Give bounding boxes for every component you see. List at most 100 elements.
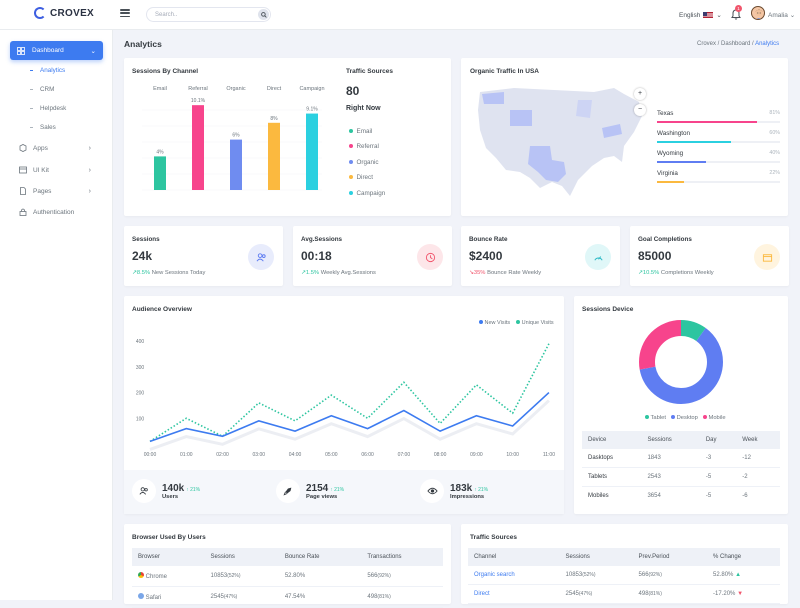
legend-label: Referral [356,143,379,151]
legend-label: Mobile [708,415,726,421]
audience-stat-label: Impressions [450,493,485,500]
sidebar-subitem-sales[interactable]: Sales [30,124,56,131]
audience-footer [124,470,564,514]
channel-link[interactable]: Organic search [474,572,515,578]
right-now-label: Right Now [346,105,381,112]
sidebar-item-pages[interactable]: Pages › [19,187,91,195]
x-tick-label: Email [153,86,167,92]
trend-down-icon: ↘ [469,270,474,276]
legend-item: Tablet [645,415,666,421]
channel-link[interactable]: Direct [474,591,490,597]
table-cell: -2 [736,467,780,487]
table-row: Mobiles 3654 -5 -6 [582,487,780,506]
breadcrumb-item[interactable]: Dashboard [721,41,751,47]
bar[interactable] [154,156,166,190]
audience-stat: 140k ↑ 21% Users [132,479,200,503]
sidebar-item-uikit[interactable]: UI Kit › [19,166,91,174]
avatar[interactable] [751,6,765,20]
table-cell: Mobiles [588,493,609,499]
breadcrumb-item[interactable]: Crovex [697,41,717,47]
usa-map[interactable] [474,82,649,200]
table-cell: Direct [468,584,560,604]
chevron-down-icon: ⌄ [716,12,722,19]
sidebar-subitem-helpdesk[interactable]: Helpdesk [30,105,66,112]
card-title: Browser Used By Users [132,534,206,541]
state-name: Texas [657,110,674,117]
sidebar-item-authentication[interactable]: Authentication [19,208,91,216]
map-state-wyoming[interactable] [510,110,532,126]
legend-item: New Visits [479,320,510,326]
legend-dot [349,175,353,180]
sidebar-subitem-label: CRM [40,86,55,93]
sidebar-subitem-analytics[interactable]: Analytics [30,67,65,74]
search-button[interactable] [258,9,269,20]
logo-icon [34,7,46,19]
legend-item: Email [349,124,385,139]
clock-icon [417,244,443,270]
brand-logo[interactable]: CROVEX [34,7,94,19]
card-title: Traffic Sources [470,534,517,541]
sidebar-item-dashboard[interactable]: Dashboard ⌄ [10,41,103,60]
traffic-total: 80 [346,84,360,98]
state-pct: 81% [769,110,780,116]
table-cell: -6 [742,493,748,499]
search-input[interactable]: Search.. [146,7,271,22]
sidebar-item-apps[interactable]: Apps › [19,144,91,152]
series-new-visits[interactable] [149,391,550,443]
legend-dot [670,415,675,419]
legend-item: Direct [349,170,385,185]
bar[interactable] [306,113,318,190]
audience-stat-value: 2154 [306,482,329,494]
stat-desc: Completions Weekly [660,270,714,276]
sidebar-subitem-label: Analytics [40,67,66,74]
x-tick-label: Referral [188,86,208,92]
menu-toggle-icon[interactable] [120,8,130,18]
stat-delta-value: 1.5% [305,270,320,276]
eye-icon [420,479,444,503]
series-unique-visits[interactable] [149,343,550,443]
donut-slice[interactable] [639,320,723,404]
user-menu[interactable]: Amalia ⌄ [768,11,795,19]
legend-dot [479,320,483,324]
x-tick-label: Campaign [299,86,324,92]
table-cell: 47.54% [278,586,362,608]
bar[interactable] [192,105,204,190]
table-cell: 10853(52%) [559,566,633,585]
audience-stat-value: 183k [450,482,473,494]
series-shadow [149,399,550,451]
legend-dot [349,159,353,164]
cell-value: -17.20% [713,591,736,597]
zoom-in-button[interactable]: + [634,88,646,100]
sidebar-subitem-crm[interactable]: CRM [30,86,54,93]
stat-label: Sessions [132,236,160,243]
bar[interactable] [268,122,280,190]
stat-delta: ↗1.5% Weekly Avg.Sessions [301,270,376,276]
table-cell: 3654 [647,493,661,499]
users-icon [248,244,274,270]
language-label: English [679,11,701,19]
table-cell: 1843 [641,449,700,468]
audience-line-chart: 100 200 300 400 00:00 01:00 02:00 03:00 04:00 05:… [136,339,555,458]
language-selector[interactable]: English ⌄ [679,11,722,20]
table-header-row: Device Sessions Day Week [582,431,780,449]
stat-card: Avg.Sessions 00:18 ↗1.5% Weekly Avg.Sess… [293,226,452,286]
y-tick-label: 100 [136,416,145,422]
sidebar [0,30,113,600]
progress-fill [657,141,731,143]
table-cell: 2543 [641,467,700,487]
map-state-washington[interactable] [482,92,504,104]
zoom-out-button[interactable]: − [634,104,646,116]
stat-value: $2400 [469,249,503,263]
map-state-virginia[interactable] [602,124,622,138]
sidebar-subitem-label: Sales [40,124,56,131]
audience-stat-text: 183k ↑ 21% Impressions [450,483,488,500]
browser-name: Chrome [145,574,168,580]
table-row: Direct 2545(47%) 498(81%) -17.20% ▼ [468,584,780,604]
x-tick-label: 11:00 [543,452,555,458]
cell-value: 566 [638,572,649,578]
legend-dot [702,415,707,419]
legend-dot [516,320,521,324]
bar[interactable] [230,139,242,190]
map-state-texas[interactable] [528,146,566,182]
donut-slice[interactable] [639,320,723,404]
